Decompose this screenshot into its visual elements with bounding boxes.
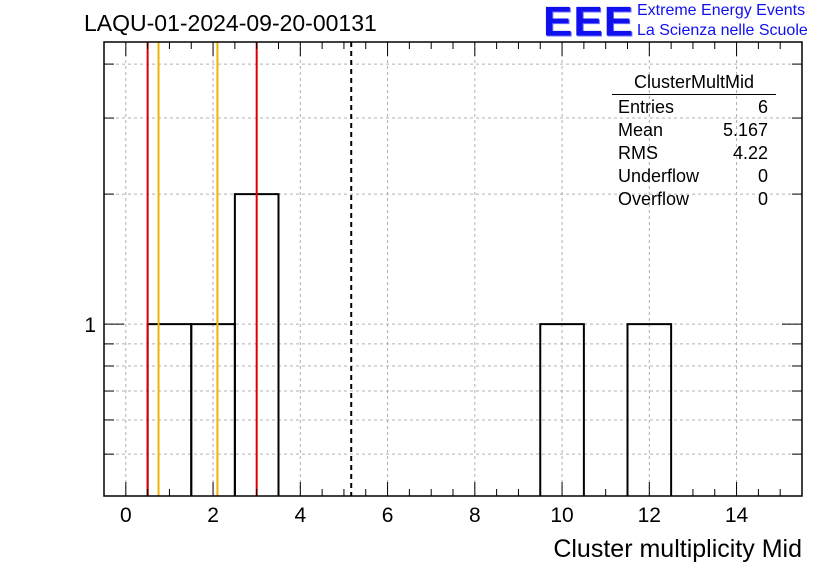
- x-tick-label: 14: [725, 504, 749, 527]
- stats-label: RMS: [618, 143, 658, 163]
- chart-title: LAQU-01-2024-09-20-00131: [84, 10, 377, 36]
- histogram-bars: [146, 193, 673, 496]
- eee-logo: EEE: [543, 0, 635, 45]
- stats-box: ClusterMultMid Entries 6 Mean 5.167 RMS …: [612, 72, 776, 212]
- axis-ticks: [103, 42, 803, 497]
- x-tick-label: 10: [550, 504, 573, 527]
- y-tick-label: 1: [84, 314, 96, 337]
- logo-line-2: La Scienza nelle Scuole: [637, 22, 808, 39]
- x-axis-label: Cluster multiplicity Mid: [553, 535, 802, 563]
- stats-value: 4.22: [732, 143, 768, 163]
- x-tick-label: 2: [207, 504, 219, 527]
- histogram-bin: [539, 323, 585, 496]
- histogram-bin: [626, 323, 673, 496]
- logo-line-1: Extreme Energy Events: [637, 2, 806, 19]
- stats-label: Overflow: [618, 189, 690, 209]
- marker-lines: [146, 42, 353, 496]
- stats-value: 5.167: [722, 120, 768, 140]
- stats-row-rms: RMS 4.22: [612, 143, 776, 166]
- histogram-bin: [146, 323, 193, 496]
- stats-value: 0: [757, 189, 768, 209]
- stats-row-underflow: Underflow 0: [612, 166, 776, 189]
- x-tick-label: 0: [120, 504, 132, 527]
- stats-title: ClusterMultMid: [612, 72, 776, 95]
- stats-value: 0: [757, 166, 768, 186]
- tick-labels: 0 2 4 6 8 10 12 14 1: [84, 314, 748, 527]
- stats-value: 6: [757, 97, 768, 117]
- x-tick-label: 4: [294, 504, 306, 527]
- stats-label: Underflow: [618, 166, 700, 186]
- stats-label: Entries: [618, 97, 675, 117]
- x-tick-label: 12: [638, 504, 661, 527]
- stats-label: Mean: [618, 120, 664, 140]
- x-tick-label: 6: [382, 504, 394, 527]
- x-tick-label: 8: [469, 504, 481, 527]
- stats-row-entries: Entries 6: [612, 97, 776, 120]
- stats-row-mean: Mean 5.167: [612, 120, 776, 143]
- stats-row-overflow: Overflow 0: [612, 189, 776, 212]
